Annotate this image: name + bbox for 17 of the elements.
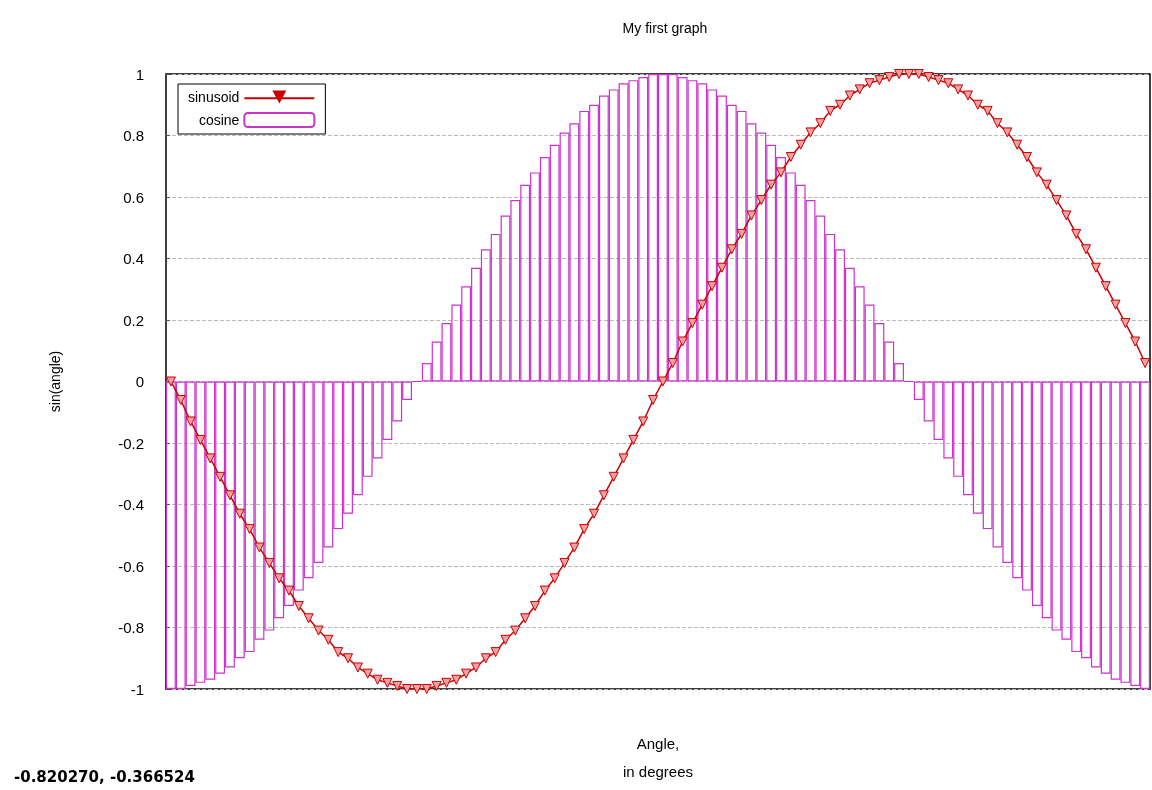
text: -0.820270, -0.366524 bbox=[14, 767, 195, 786]
y-tick-label: -0.2 bbox=[118, 434, 144, 452]
y-tick-label: 0.6 bbox=[123, 188, 144, 206]
chart-title: My first graph bbox=[622, 20, 708, 36]
y-tick-label: -0.4 bbox=[118, 496, 144, 513]
y-tick-label: 0.8 bbox=[123, 127, 144, 144]
y-tick-label: -0.8 bbox=[118, 619, 144, 636]
y-tick-label: 0.4 bbox=[123, 250, 144, 267]
y-tick-label: 0.2 bbox=[123, 311, 144, 329]
y-tick-label: 1 bbox=[135, 65, 144, 83]
y-axis-title: sin(angle) bbox=[47, 350, 63, 413]
y-tick-label: -1 bbox=[130, 680, 144, 698]
y-tick-label: 0 bbox=[135, 373, 144, 390]
legend-label: cosine bbox=[198, 112, 240, 128]
x-axis-title: Angle, in degrees bbox=[622, 734, 694, 780]
y-tick-label: -0.6 bbox=[118, 557, 144, 575]
legend-label: sinusoid bbox=[187, 89, 240, 105]
